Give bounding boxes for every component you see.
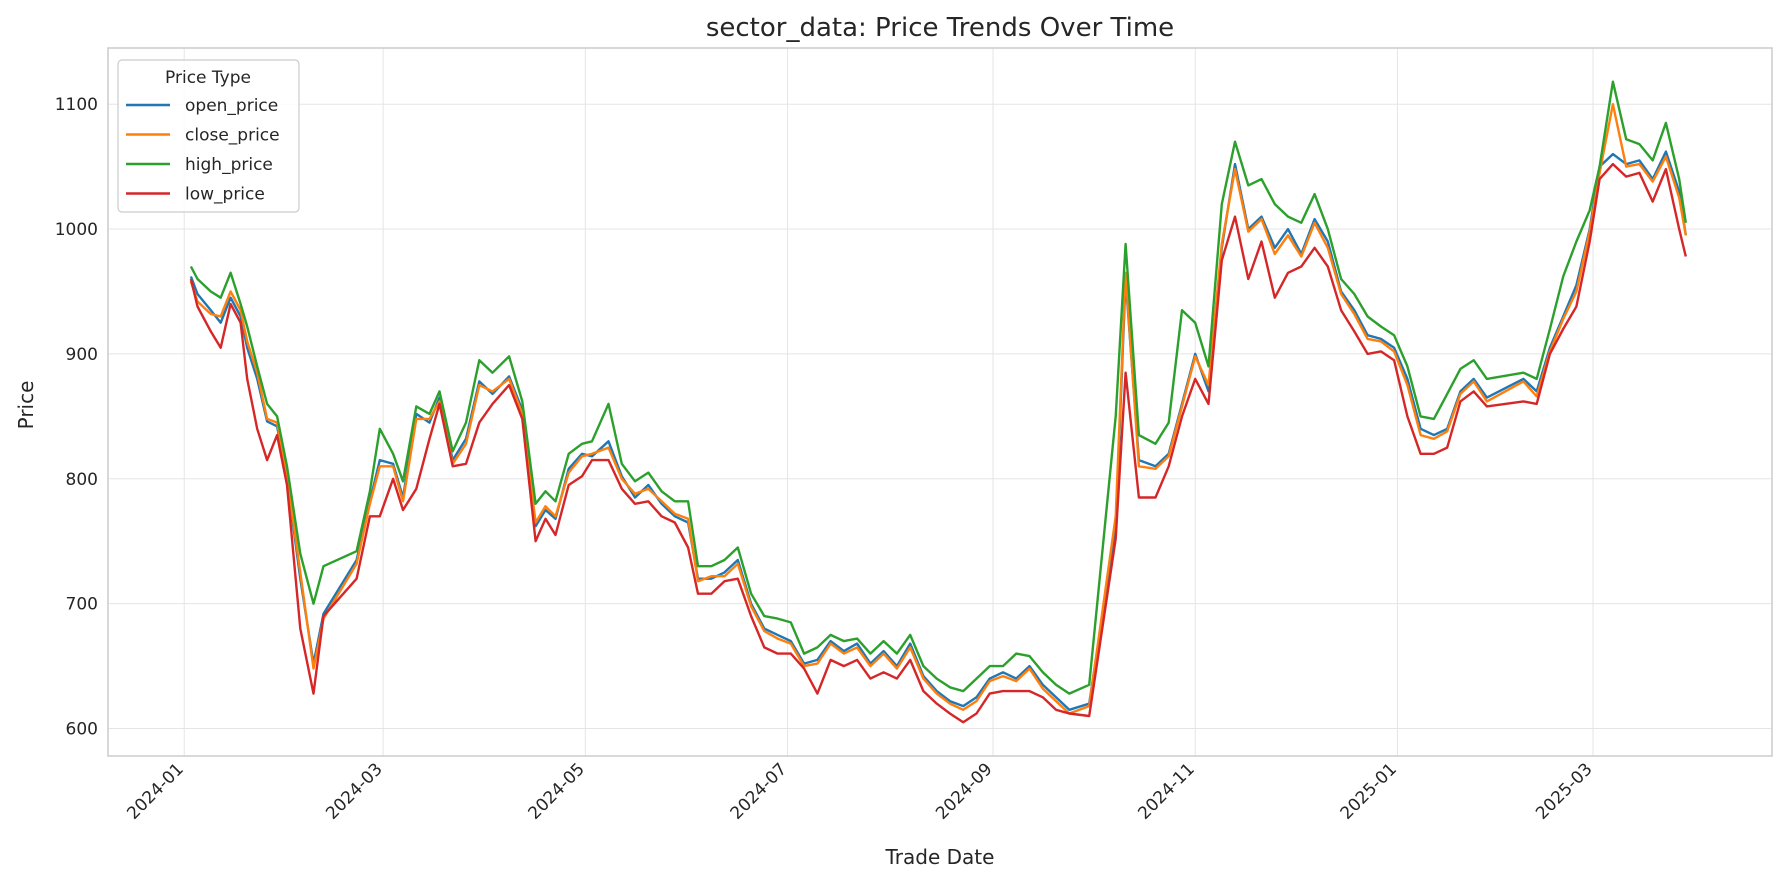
series-line-close-price — [189, 102, 1687, 715]
y-tick-label: 1000 — [55, 220, 98, 240]
series-line-high-price — [189, 80, 1687, 695]
y-tick-label: 800 — [66, 470, 98, 490]
plot-area-frame — [107, 47, 1773, 757]
y-tick-label: 900 — [66, 345, 98, 365]
legend-label: close_price — [185, 126, 280, 146]
legend-label: high_price — [185, 155, 273, 175]
y-tick-label: 700 — [66, 595, 98, 615]
y-tick-label: 1100 — [55, 95, 98, 115]
legend-label: open_price — [185, 96, 278, 116]
y-axis-label: Price — [14, 381, 38, 430]
legend: Price Type open_price close_price high_pri… — [117, 59, 300, 213]
y-axis-ticks: 600 700 800 900 1000 1100 — [55, 95, 98, 739]
legend-label: low_price — [185, 185, 265, 205]
grid-lines — [108, 48, 1772, 756]
chart-title: sector_data: Price Trends Over Time — [706, 13, 1174, 43]
series-lines — [189, 80, 1687, 724]
legend-items: open_price close_price high_price low_price — [126, 96, 280, 205]
x-axis-label: Trade Date — [885, 845, 995, 869]
legend-title: Price Type — [165, 68, 251, 88]
y-tick-label: 600 — [66, 720, 98, 740]
legend-box — [117, 59, 300, 213]
series-line-low-price — [189, 162, 1687, 724]
